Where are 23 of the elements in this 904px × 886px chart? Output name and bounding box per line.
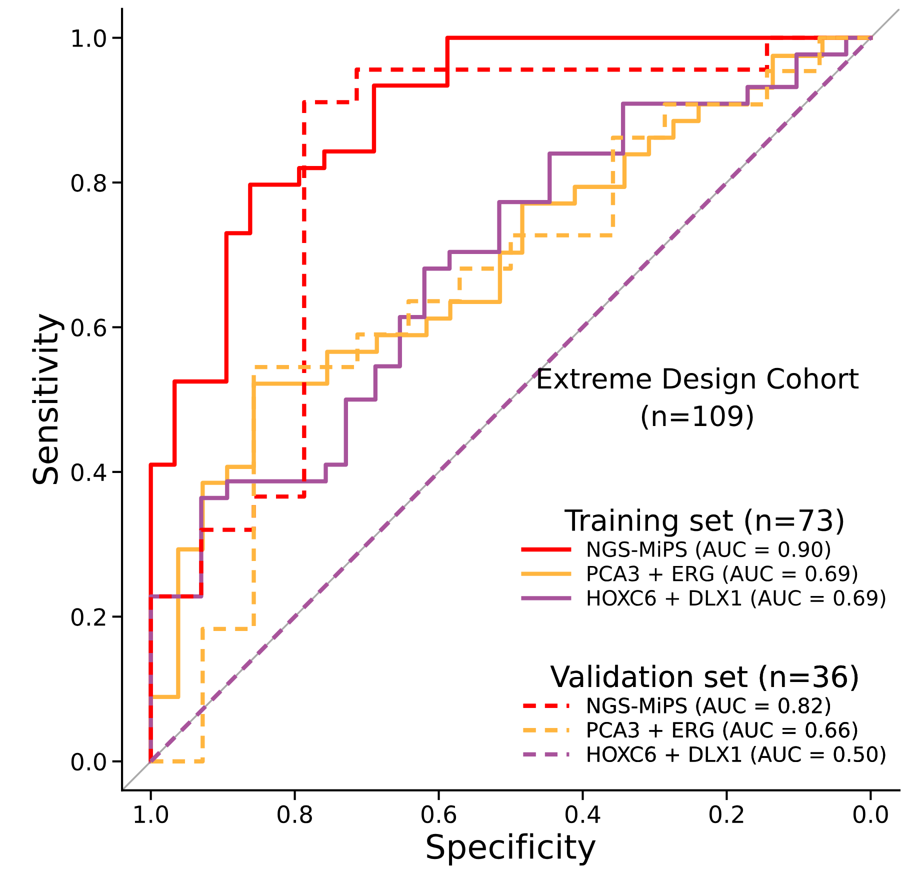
x-tick-label: 0.8 (278, 805, 312, 824)
y-tick-label: 0.2 (71, 608, 106, 626)
x-tick-label: 1.0 (134, 805, 168, 824)
legend-label: PCA3 + ERG (AUC = 0.69) (588, 565, 858, 584)
x-tick-label: 0.4 (566, 805, 600, 824)
x-tick-label: 0.6 (422, 805, 456, 824)
legend-label: HOXC6 + DLX1 (AUC = 0.50) (588, 746, 886, 765)
y-tick-label: 0.8 (71, 174, 106, 192)
y-tick-label: 0.6 (71, 318, 106, 337)
y-tick-label: 0.0 (71, 752, 106, 771)
y-tick-label: 1.0 (72, 29, 106, 48)
legend-label: NGS-MiPS (AUC = 0.82) (588, 697, 830, 716)
text: Validation set (n=36) (550, 664, 858, 691)
y-tick-label: 0.4 (71, 463, 106, 482)
legend-label: NGS-MiPS (AUC = 0.90) (588, 540, 830, 560)
y-axis-title: Sensitivity (32, 314, 64, 484)
x-tick-label: 0.0 (853, 805, 888, 824)
x-tick-label: 0.2 (710, 805, 744, 824)
x-axis-title: Specificity (427, 833, 596, 866)
legend-label: PCA3 + ERG (AUC = 0.66) (588, 722, 858, 740)
legend-label: HOXC6 + DLX1 (AUC = 0.69) (588, 590, 886, 608)
text: Training set (n=73) (564, 508, 844, 537)
annotation: Extreme Design Cohort (n=109) (538, 367, 859, 430)
